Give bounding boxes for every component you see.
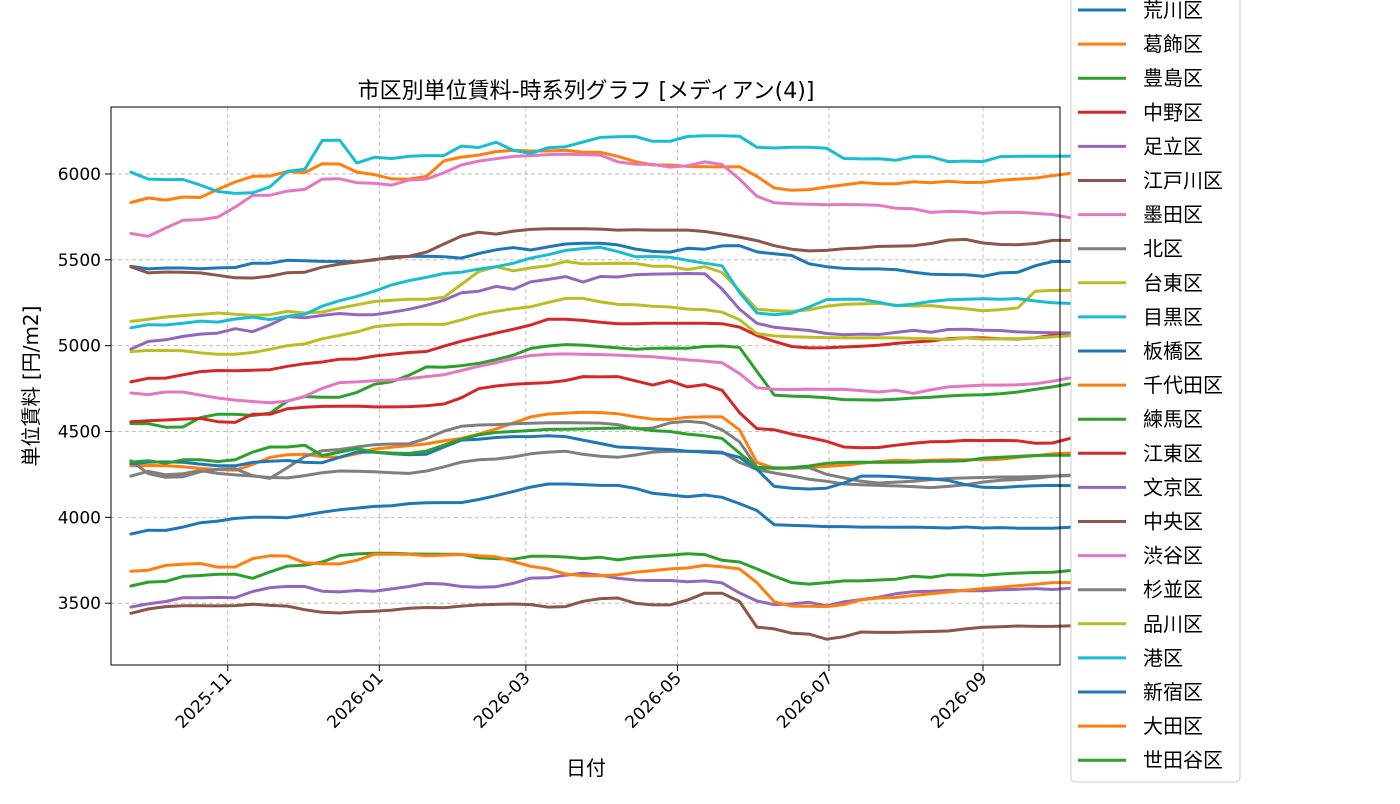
series-line (129, 296, 1107, 356)
y-tick-label: 4500 (58, 422, 101, 442)
series-line (129, 482, 1107, 536)
series-line (129, 260, 1107, 323)
legend-label: 中央区 (1143, 510, 1203, 534)
y-tick-label: 4000 (58, 508, 101, 528)
series-line (129, 551, 1107, 588)
legend-box (1070, 0, 1241, 783)
series-line (129, 152, 1107, 238)
legend-label: 渋谷区 (1143, 544, 1203, 568)
x-axis-label: 日付 (566, 756, 606, 780)
legend-label: 新宿区 (1143, 680, 1203, 704)
legend-label: 大田区 (1143, 714, 1203, 738)
x-tick-label: 2025-11 (172, 668, 236, 732)
legend-label: 千代田区 (1143, 373, 1223, 397)
series-line (129, 571, 1089, 609)
series-line (129, 375, 1089, 450)
chart-title: 市区別単位賃料-時系列グラフ [メディアン(4)] (358, 79, 815, 104)
legend-label: 世田谷区 (1143, 748, 1223, 772)
x-tick-label: 2026-03 (470, 668, 534, 732)
legend-label: 品川区 (1143, 612, 1203, 636)
y-tick-label: 6000 (58, 165, 101, 185)
series-line (129, 426, 1089, 470)
series-line (129, 227, 1089, 280)
legend-label: 板橋区 (1143, 339, 1203, 363)
legend-label: 台東区 (1143, 271, 1203, 295)
legend-label: 練馬区 (1143, 407, 1203, 431)
legend-label: 北区 (1143, 237, 1183, 261)
legend-label: 葛飾区 (1143, 32, 1203, 56)
x-tick-label: 2026-05 (622, 668, 686, 732)
legend-label: 江東区 (1143, 441, 1203, 465)
series-line (129, 134, 1072, 195)
legend-label: 墨田区 (1143, 203, 1203, 227)
series-line (129, 449, 1107, 490)
series-line (129, 245, 1107, 330)
legend-label: 豊島区 (1143, 66, 1203, 90)
series-line (129, 241, 1124, 278)
series-line (129, 552, 1124, 609)
y-axis-label: 単位賃料 [円/m2] (19, 306, 43, 467)
x-tick-label: 2026-07 (773, 668, 837, 732)
legend: 荒川区葛飾区豊島区中野区足立区江戸川区墨田区北区台東区目黒区板橋区千代田区練馬区… (1070, 0, 1241, 783)
legend-label: 中野区 (1143, 100, 1203, 124)
series-line (129, 419, 1107, 485)
legend-label: 文京区 (1143, 475, 1203, 499)
grid-lines (111, 107, 1060, 665)
legend-label: 江戸川区 (1143, 169, 1223, 193)
legend-label: 港区 (1143, 646, 1183, 670)
y-tick-label: 5000 (58, 337, 101, 357)
legend-label: 荒川区 (1143, 0, 1203, 22)
y-tick-label: 5500 (58, 251, 101, 271)
x-tick-label: 2026-09 (927, 668, 991, 732)
series-line (129, 352, 1089, 405)
x-tick-label: 2026-01 (323, 668, 387, 732)
series-line (129, 591, 1072, 641)
plot-frame (110, 106, 1061, 666)
legend-label: 足立区 (1143, 134, 1203, 158)
legend-label: 目黒区 (1143, 305, 1203, 329)
legend-label: 杉並区 (1143, 578, 1203, 602)
y-tick-label: 3500 (58, 594, 101, 614)
series-line (129, 434, 1124, 493)
